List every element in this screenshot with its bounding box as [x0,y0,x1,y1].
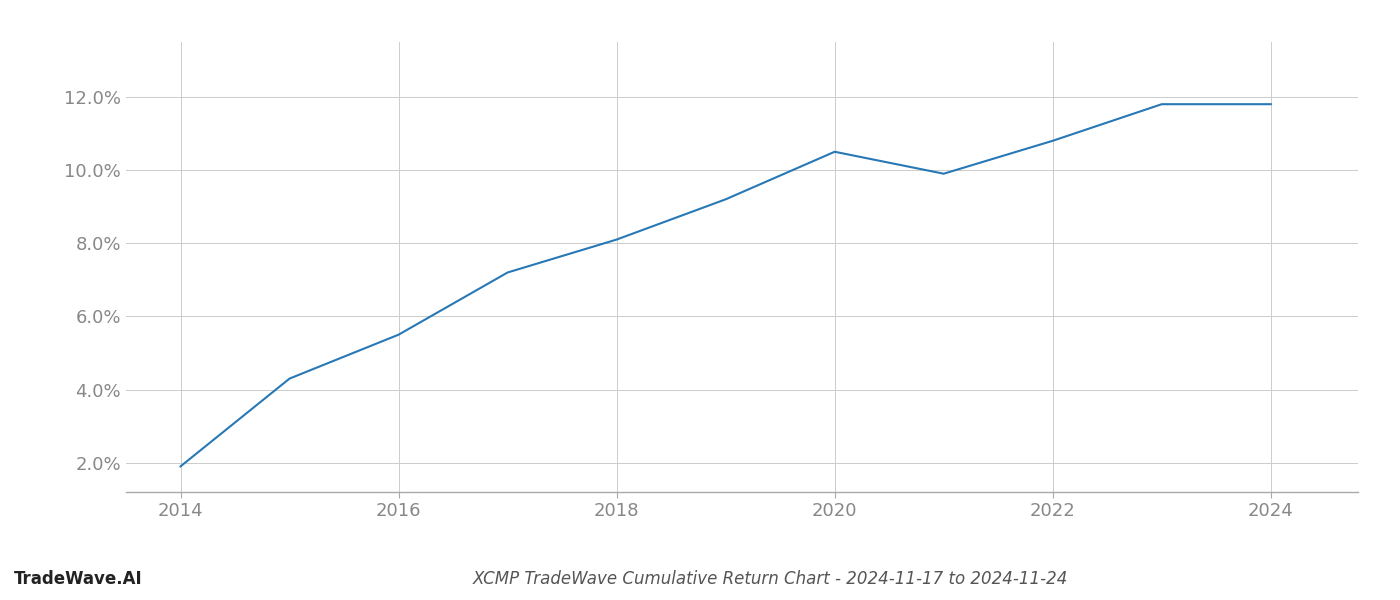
Text: XCMP TradeWave Cumulative Return Chart - 2024-11-17 to 2024-11-24: XCMP TradeWave Cumulative Return Chart -… [472,570,1068,588]
Text: TradeWave.AI: TradeWave.AI [14,570,143,588]
